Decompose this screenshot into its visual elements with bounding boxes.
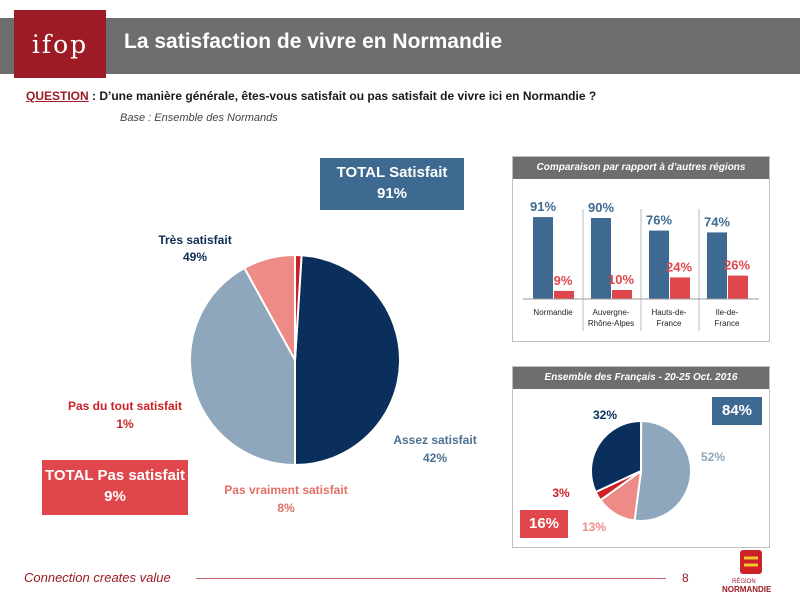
category-label: France <box>715 319 740 328</box>
bar-not-satisfied <box>670 277 690 299</box>
main-pie-chart <box>189 253 401 467</box>
france-slice-label: 52% <box>701 450 725 464</box>
bar-satisfied-label: 74% <box>704 214 730 229</box>
question-body: : D’une manière générale, êtes-vous sati… <box>88 89 597 103</box>
slice-label-pas-vraiment: Pas vraiment satisfait 8% <box>224 483 348 515</box>
total-not-satisfied-label: TOTAL Pas satisfait <box>44 467 186 484</box>
bar-not-satisfied <box>554 290 574 299</box>
france-slice-label: 13% <box>582 520 606 534</box>
total-satisfied-label: TOTAL Satisfait <box>336 164 448 181</box>
total-satisfied-box: TOTAL Satisfait 91% <box>320 158 464 210</box>
base-text: Base : Ensemble des Normands <box>120 112 278 124</box>
slice-label-assez-satisfait: Assez satisfait 42% <box>393 433 477 465</box>
bar-satisfied <box>707 232 727 299</box>
total-not-satisfied-value: 9% <box>104 488 126 505</box>
total-satisfied-value: 91% <box>376 185 408 202</box>
france-slice-3 <box>594 470 642 502</box>
france-slice-label: 3% <box>552 486 570 500</box>
france-total-satisfied: 84% <box>712 397 762 425</box>
pie-slice-tres-satisfait <box>294 254 401 467</box>
question-text: QUESTION : D’une manière générale, êtes-… <box>26 89 596 103</box>
logo-text: ifop <box>31 29 89 59</box>
region-normandie-logo <box>740 550 762 574</box>
page-title: La satisfaction de vivre en Normandie <box>124 30 503 53</box>
pie-slice-pas-du-tout <box>294 253 303 361</box>
comparison-panel-title: Comparaison par rapport à d’autres régio… <box>513 157 769 179</box>
comparison-panel: Comparaison par rapport à d’autres régio… <box>512 156 770 342</box>
bar-not-satisfied-label: 26% <box>724 258 750 273</box>
bar-not-satisfied <box>612 290 632 299</box>
ifop-logo: ifop <box>14 10 106 78</box>
page-number: 8 <box>682 571 689 585</box>
bar-not-satisfied-label: 9% <box>554 273 573 288</box>
france-slice-label: 32% <box>593 408 617 422</box>
bar-satisfied-label: 91% <box>530 199 556 214</box>
slice-label-tres-satisfait: Très satisfait 49% <box>158 233 232 264</box>
bar-not-satisfied-label: 24% <box>666 259 692 274</box>
category-label: Hauts-de- <box>651 308 686 317</box>
pie-slice-assez-satisfait <box>189 266 296 467</box>
total-not-satisfied-box: TOTAL Pas satisfait 9% <box>42 460 188 515</box>
footer-tagline: Connection creates value <box>24 570 171 585</box>
bar-not-satisfied-label: 10% <box>608 272 634 287</box>
bar-satisfied-label: 90% <box>588 200 614 215</box>
france-slice-32 <box>590 420 643 494</box>
bar-satisfied-label: 76% <box>646 213 672 228</box>
category-label: France <box>657 319 682 328</box>
region-small-text: RÉGION <box>732 579 756 585</box>
comparison-bar-chart: 91% 9% Normandie 90% 10% Auvergne- Rhône-Alpes… <box>523 199 759 331</box>
slice-label-pas-du-tout: Pas du tout satisfait 1% <box>67 399 183 431</box>
bar-satisfied <box>649 230 669 299</box>
bar-not-satisfied <box>728 275 748 299</box>
footer-divider <box>196 578 666 579</box>
bar-satisfied <box>591 218 611 299</box>
bar-satisfied <box>533 217 553 299</box>
category-label: Rhône-Alpes <box>588 319 634 328</box>
france-slice-52 <box>633 419 692 522</box>
category-label: Ile-de- <box>716 308 739 317</box>
france-panel-title: Ensemble des Français - 20-25 Oct. 2016 <box>513 367 769 389</box>
header-bar <box>0 18 800 74</box>
france-total-not-satisfied: 16% <box>520 510 568 538</box>
question-label: QUESTION <box>26 89 89 103</box>
france-pie-chart: 32% 52% 13% 3% <box>552 408 725 534</box>
region-name-text: NORMANDIE <box>722 585 772 594</box>
category-label: Auvergne- <box>593 308 630 317</box>
category-label: Normandie <box>533 308 573 317</box>
